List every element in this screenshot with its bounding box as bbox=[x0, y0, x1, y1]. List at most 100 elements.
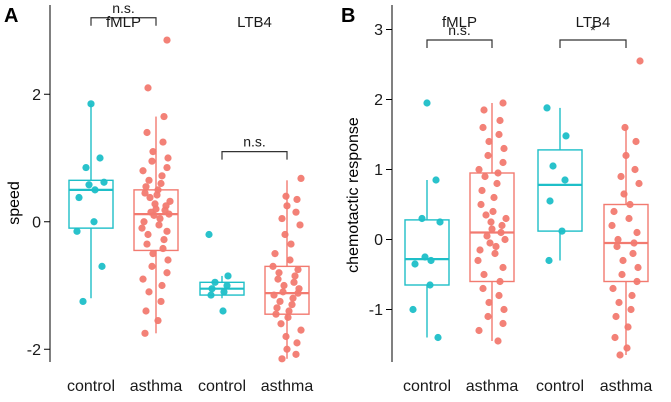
panel-b-fmlp-asthma-point bbox=[488, 225, 496, 233]
panel-a-ltb4-asthma-point bbox=[293, 195, 301, 204]
panel-a-ltb4-asthma-point bbox=[281, 230, 289, 239]
panel-b-y-tick-label: 1 bbox=[374, 162, 383, 179]
panel-b-ltb4-control-point bbox=[558, 227, 566, 235]
panel-a-fmlp-control-point bbox=[98, 262, 106, 270]
panel-a-ltb4-asthma-point bbox=[269, 262, 277, 270]
panel-a-ltb4-asthma-point bbox=[276, 297, 284, 306]
panel-a-ltb4-asthma-point bbox=[291, 272, 299, 280]
panel-a-fmlp-asthma-point bbox=[142, 183, 150, 191]
panel-b-y-tick-label: 2 bbox=[374, 92, 383, 109]
panel-a-ltb4-asthma-point bbox=[286, 256, 294, 264]
panel-a-fmlp-control-point bbox=[82, 163, 90, 172]
panel-b-ltb4-control-point bbox=[545, 256, 553, 265]
panel-a-ltb4-control-point bbox=[208, 285, 216, 293]
panel-a-ltb4-asthma-point bbox=[294, 289, 302, 297]
panel-a-fmlp-asthma-point bbox=[156, 214, 164, 223]
panel-a-ltb4-asthma-point bbox=[272, 310, 280, 318]
panel-b-ltb4-asthma-point bbox=[609, 284, 617, 293]
panel-a-fmlp-asthma-point bbox=[163, 227, 171, 235]
panel-a-fmlp-asthma-point bbox=[143, 240, 151, 248]
panel-a-fmlp-asthma-point bbox=[146, 193, 154, 202]
panel-a-ltb4-control-point bbox=[220, 288, 228, 296]
panel-b-y-tick-label: 3 bbox=[374, 22, 383, 39]
panel-a-fmlp-asthma-point bbox=[163, 36, 171, 44]
panel-b-ltb4-asthma-point bbox=[610, 207, 618, 216]
panel-b-fmlp-control-point bbox=[427, 256, 435, 265]
panel-b-fmlp-asthma-point bbox=[490, 193, 498, 202]
panel-b-fmlp-asthma-point bbox=[494, 337, 502, 345]
panel-b-fmlp-control-point bbox=[411, 260, 419, 268]
panel-a-x-labels: control asthma control asthma bbox=[67, 378, 313, 395]
panel-a-ltb4-asthma-point bbox=[290, 278, 298, 286]
panel-b-ltb4-asthma-point bbox=[632, 137, 640, 146]
panel-a-ltb4-asthma-point bbox=[271, 250, 279, 258]
panel-b-fmlp-control-point bbox=[418, 214, 426, 223]
panel-b-y-axis-title: chemotactic response bbox=[345, 117, 362, 273]
panel-a-fmlp-asthma-point bbox=[149, 148, 157, 156]
panel-a-ltb4-control-point bbox=[219, 307, 227, 315]
panel-a-fmlp-asthma-point bbox=[145, 176, 153, 184]
panel-b-ltb4-asthma-point bbox=[622, 151, 630, 160]
panel-a-boxes bbox=[68, 103, 310, 359]
panel-a-ltb4-asthma-point bbox=[270, 291, 278, 299]
panel-a-ltb4-control-point bbox=[211, 278, 219, 286]
panel-b-fmlp-control-point bbox=[434, 333, 442, 342]
panel-b-ltb4-control-point bbox=[543, 104, 551, 112]
panel-a-fmlp-asthma-point bbox=[139, 275, 147, 283]
panel-b-fmlp-asthma-point bbox=[498, 221, 506, 230]
panel-b-y-tick-label: -1 bbox=[369, 302, 383, 319]
panel-b-fmlp-asthma-box bbox=[469, 172, 515, 283]
panel-b-x-label: asthma bbox=[466, 378, 519, 395]
panel-b-fmlp-asthma-point bbox=[485, 137, 493, 146]
panel-b-fmlp-asthma-point bbox=[475, 326, 483, 335]
panel-a-fmlp-control-point bbox=[91, 186, 99, 194]
panel-b-group-label: LTB4 bbox=[576, 14, 611, 31]
panel-b-fmlp-asthma-point bbox=[479, 284, 487, 293]
panel-a-ltb4-asthma-point bbox=[293, 339, 301, 347]
panel-b-ltb4-asthma-point bbox=[614, 235, 622, 244]
panel-a: A speed -202 n.s.n.s. control asthma contr… bbox=[4, 0, 313, 395]
panel-b-fmlp-asthma-point bbox=[480, 106, 488, 114]
panel-b-fmlp-asthma-point bbox=[492, 242, 500, 251]
panel-a-fmlp-asthma-point bbox=[158, 172, 166, 180]
panel-b-y-tick-label: 0 bbox=[374, 232, 383, 249]
panel-b-ltb4-asthma-point bbox=[633, 277, 641, 286]
panel-a-fmlp-control-point bbox=[96, 154, 104, 162]
panel-a-ltb4-asthma-point bbox=[282, 192, 290, 200]
panel-b-fmlp-asthma-point bbox=[497, 228, 505, 237]
panel-a-fmlp-asthma-point bbox=[159, 244, 167, 253]
panel-a-ltb4-asthma-point bbox=[283, 202, 291, 210]
panel-a-ltb4-asthma-point bbox=[274, 275, 282, 283]
panel-b-x-label: asthma bbox=[600, 378, 653, 395]
panel-a-fmlp-control-point bbox=[87, 100, 95, 108]
panel-a-ltb4-asthma-point bbox=[289, 294, 297, 302]
panel-a-fmlp-asthma-point bbox=[141, 329, 149, 337]
panel-a-fmlp-asthma-point bbox=[141, 189, 149, 197]
panel-a-ltb4-asthma-point bbox=[283, 345, 291, 353]
panel-b-ltb4-asthma-point bbox=[618, 270, 626, 279]
panel-a-ltb4-asthma-point bbox=[284, 313, 292, 321]
panel-b-fmlp-asthma-point bbox=[500, 144, 508, 153]
panel-b-fmlp-asthma-point bbox=[481, 172, 489, 181]
panel-a-x-label: asthma bbox=[261, 378, 314, 395]
panel-b-x-labels: control asthma control asthma bbox=[403, 378, 652, 395]
panel-a-fmlp-asthma-point bbox=[148, 157, 156, 165]
panel-a-ltb4-asthma-point bbox=[273, 304, 281, 312]
panel-b-ltb4-asthma-point bbox=[608, 221, 616, 230]
panel-a-fmlp-asthma-point bbox=[143, 128, 151, 137]
panel-a-ltb4-asthma-point bbox=[292, 208, 300, 216]
panel-b-ltb4-asthma-point bbox=[631, 165, 639, 174]
panel-a-ltb4-asthma-point bbox=[297, 174, 305, 182]
panel-b-ltb4-asthma-point bbox=[615, 298, 623, 307]
panel-b-fmlp-asthma-point bbox=[501, 235, 509, 244]
panel-b: B chemotactic response -1 0 1 2 3 n.s. * cont… bbox=[341, 5, 652, 395]
panel-a-fmlp-asthma-point bbox=[160, 236, 168, 244]
panel-b-fmlp-asthma-point bbox=[484, 312, 492, 321]
panel-a-fmlp-asthma-point bbox=[163, 163, 171, 172]
panel-a-sig-label: n.s. bbox=[112, 0, 135, 16]
panel-a-brackets: n.s. n.s. bbox=[90, 0, 288, 160]
panel-a-fmlp-asthma-point bbox=[144, 84, 152, 92]
panel-b-fmlp-asthma-point bbox=[479, 123, 487, 132]
panel-a-ltb4-asthma-point bbox=[288, 301, 296, 309]
panel-a-fmlp-asthma-point bbox=[158, 281, 166, 290]
